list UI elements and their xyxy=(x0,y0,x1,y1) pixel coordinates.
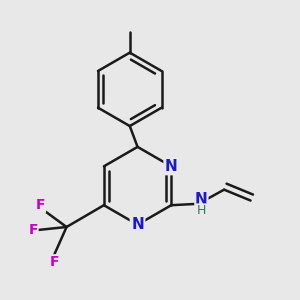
Text: N: N xyxy=(131,217,144,232)
Text: H: H xyxy=(197,204,206,217)
Text: N: N xyxy=(195,192,208,207)
Text: F: F xyxy=(36,198,46,212)
Text: N: N xyxy=(165,159,178,174)
Text: F: F xyxy=(28,223,38,237)
Text: F: F xyxy=(50,255,59,269)
